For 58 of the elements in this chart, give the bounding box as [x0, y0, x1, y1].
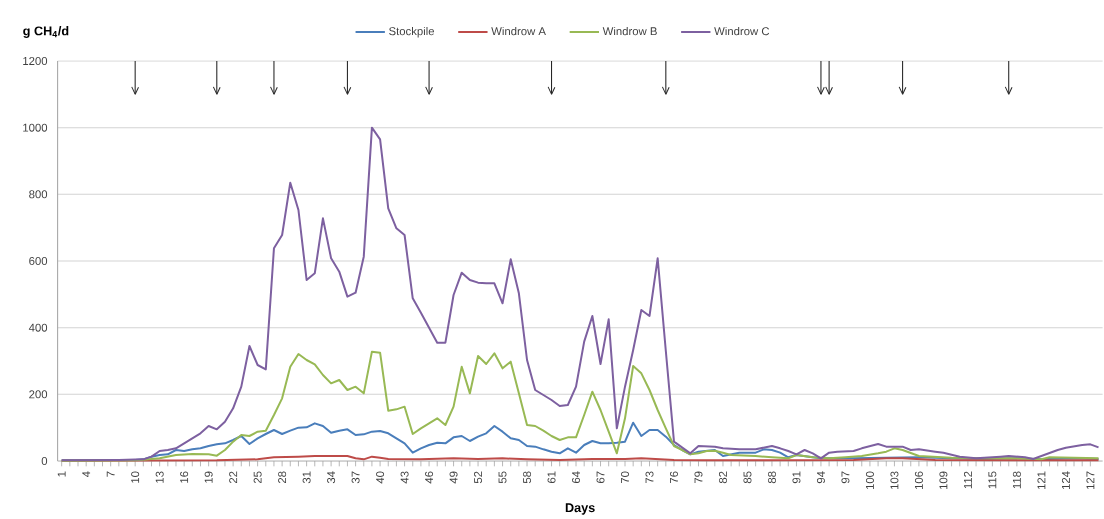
x-tick-label: 70 — [621, 471, 630, 484]
x-tick-label: 22 — [229, 471, 238, 484]
y-tick-label: 0 — [41, 457, 48, 466]
x-tick-label: 4 — [82, 471, 91, 478]
x-tick-label: 76 — [669, 471, 678, 484]
x-tick-label: 16 — [180, 471, 189, 483]
x-tick-label: 79 — [694, 471, 703, 484]
x-tick-label: 115 — [988, 471, 997, 489]
x-tick-label: 52 — [474, 471, 483, 484]
x-tick-label: 61 — [547, 471, 556, 484]
x-tick-label: 43 — [400, 471, 409, 484]
y-axis-title: g CH$_{4}$/d — [23, 26, 69, 38]
x-tick-label: 31 — [302, 471, 311, 484]
x-tick-label: 94 — [816, 471, 825, 484]
x-tick-label: 88 — [767, 471, 776, 484]
x-tick-label: 100 — [865, 471, 874, 490]
x-tick-label: 13 — [155, 471, 164, 483]
y-tick-label: 200 — [29, 390, 48, 399]
x-tick-label: 55 — [498, 471, 507, 484]
x-tick-label: 124 — [1061, 471, 1070, 490]
y-tick-label: 400 — [28, 323, 48, 332]
y-tick-label: 600 — [29, 257, 48, 266]
y-tick-label: 1000 — [23, 123, 48, 132]
x-tick-label: 7 — [106, 471, 115, 477]
x-tick-label: 85 — [743, 471, 752, 484]
x-axis-title: Days — [565, 503, 595, 515]
x-tick-label: 40 — [376, 471, 385, 484]
x-tick-label: 106 — [914, 471, 923, 490]
y-tick-label: 1200 — [23, 57, 48, 65]
line-series — [60, 350, 1100, 462]
legend-label: Windrow C — [714, 26, 770, 36]
line-series — [60, 126, 1100, 462]
x-tick-label: 46 — [425, 471, 434, 484]
x-tick-label: 19 — [204, 471, 213, 483]
x-tick-label: 1 — [57, 471, 66, 477]
x-tick-label: 118 — [1012, 471, 1021, 489]
x-tick-label: 82 — [718, 471, 727, 484]
x-tick-label: 37 — [351, 471, 360, 484]
x-tick-label: 73 — [645, 471, 654, 484]
x-tick-label: 64 — [572, 471, 581, 484]
legend-label: Stockpile — [389, 26, 435, 38]
x-tick-label: 121 — [1037, 471, 1046, 490]
x-tick-label: 28 — [278, 471, 287, 484]
x-tick-label: 109 — [939, 471, 948, 490]
x-tick-label: 103 — [890, 471, 899, 490]
legend-label: Windrow B — [602, 26, 657, 36]
x-tick-label: 10 — [131, 471, 140, 483]
x-tick-label: 58 — [523, 471, 532, 484]
x-tick-label: 127 — [1086, 471, 1095, 490]
x-tick-label: 67 — [596, 471, 605, 484]
x-tick-label: 34 — [327, 471, 336, 484]
x-tick-label: 91 — [792, 471, 801, 484]
x-tick-label: 97 — [841, 471, 850, 484]
x-tick-label: 112 — [963, 471, 972, 489]
x-tick-label: 49 — [449, 471, 458, 484]
x-tick-label: 25 — [253, 471, 262, 484]
y-tick-label: 800 — [29, 190, 48, 199]
legend-label: Windrow A — [491, 26, 546, 36]
